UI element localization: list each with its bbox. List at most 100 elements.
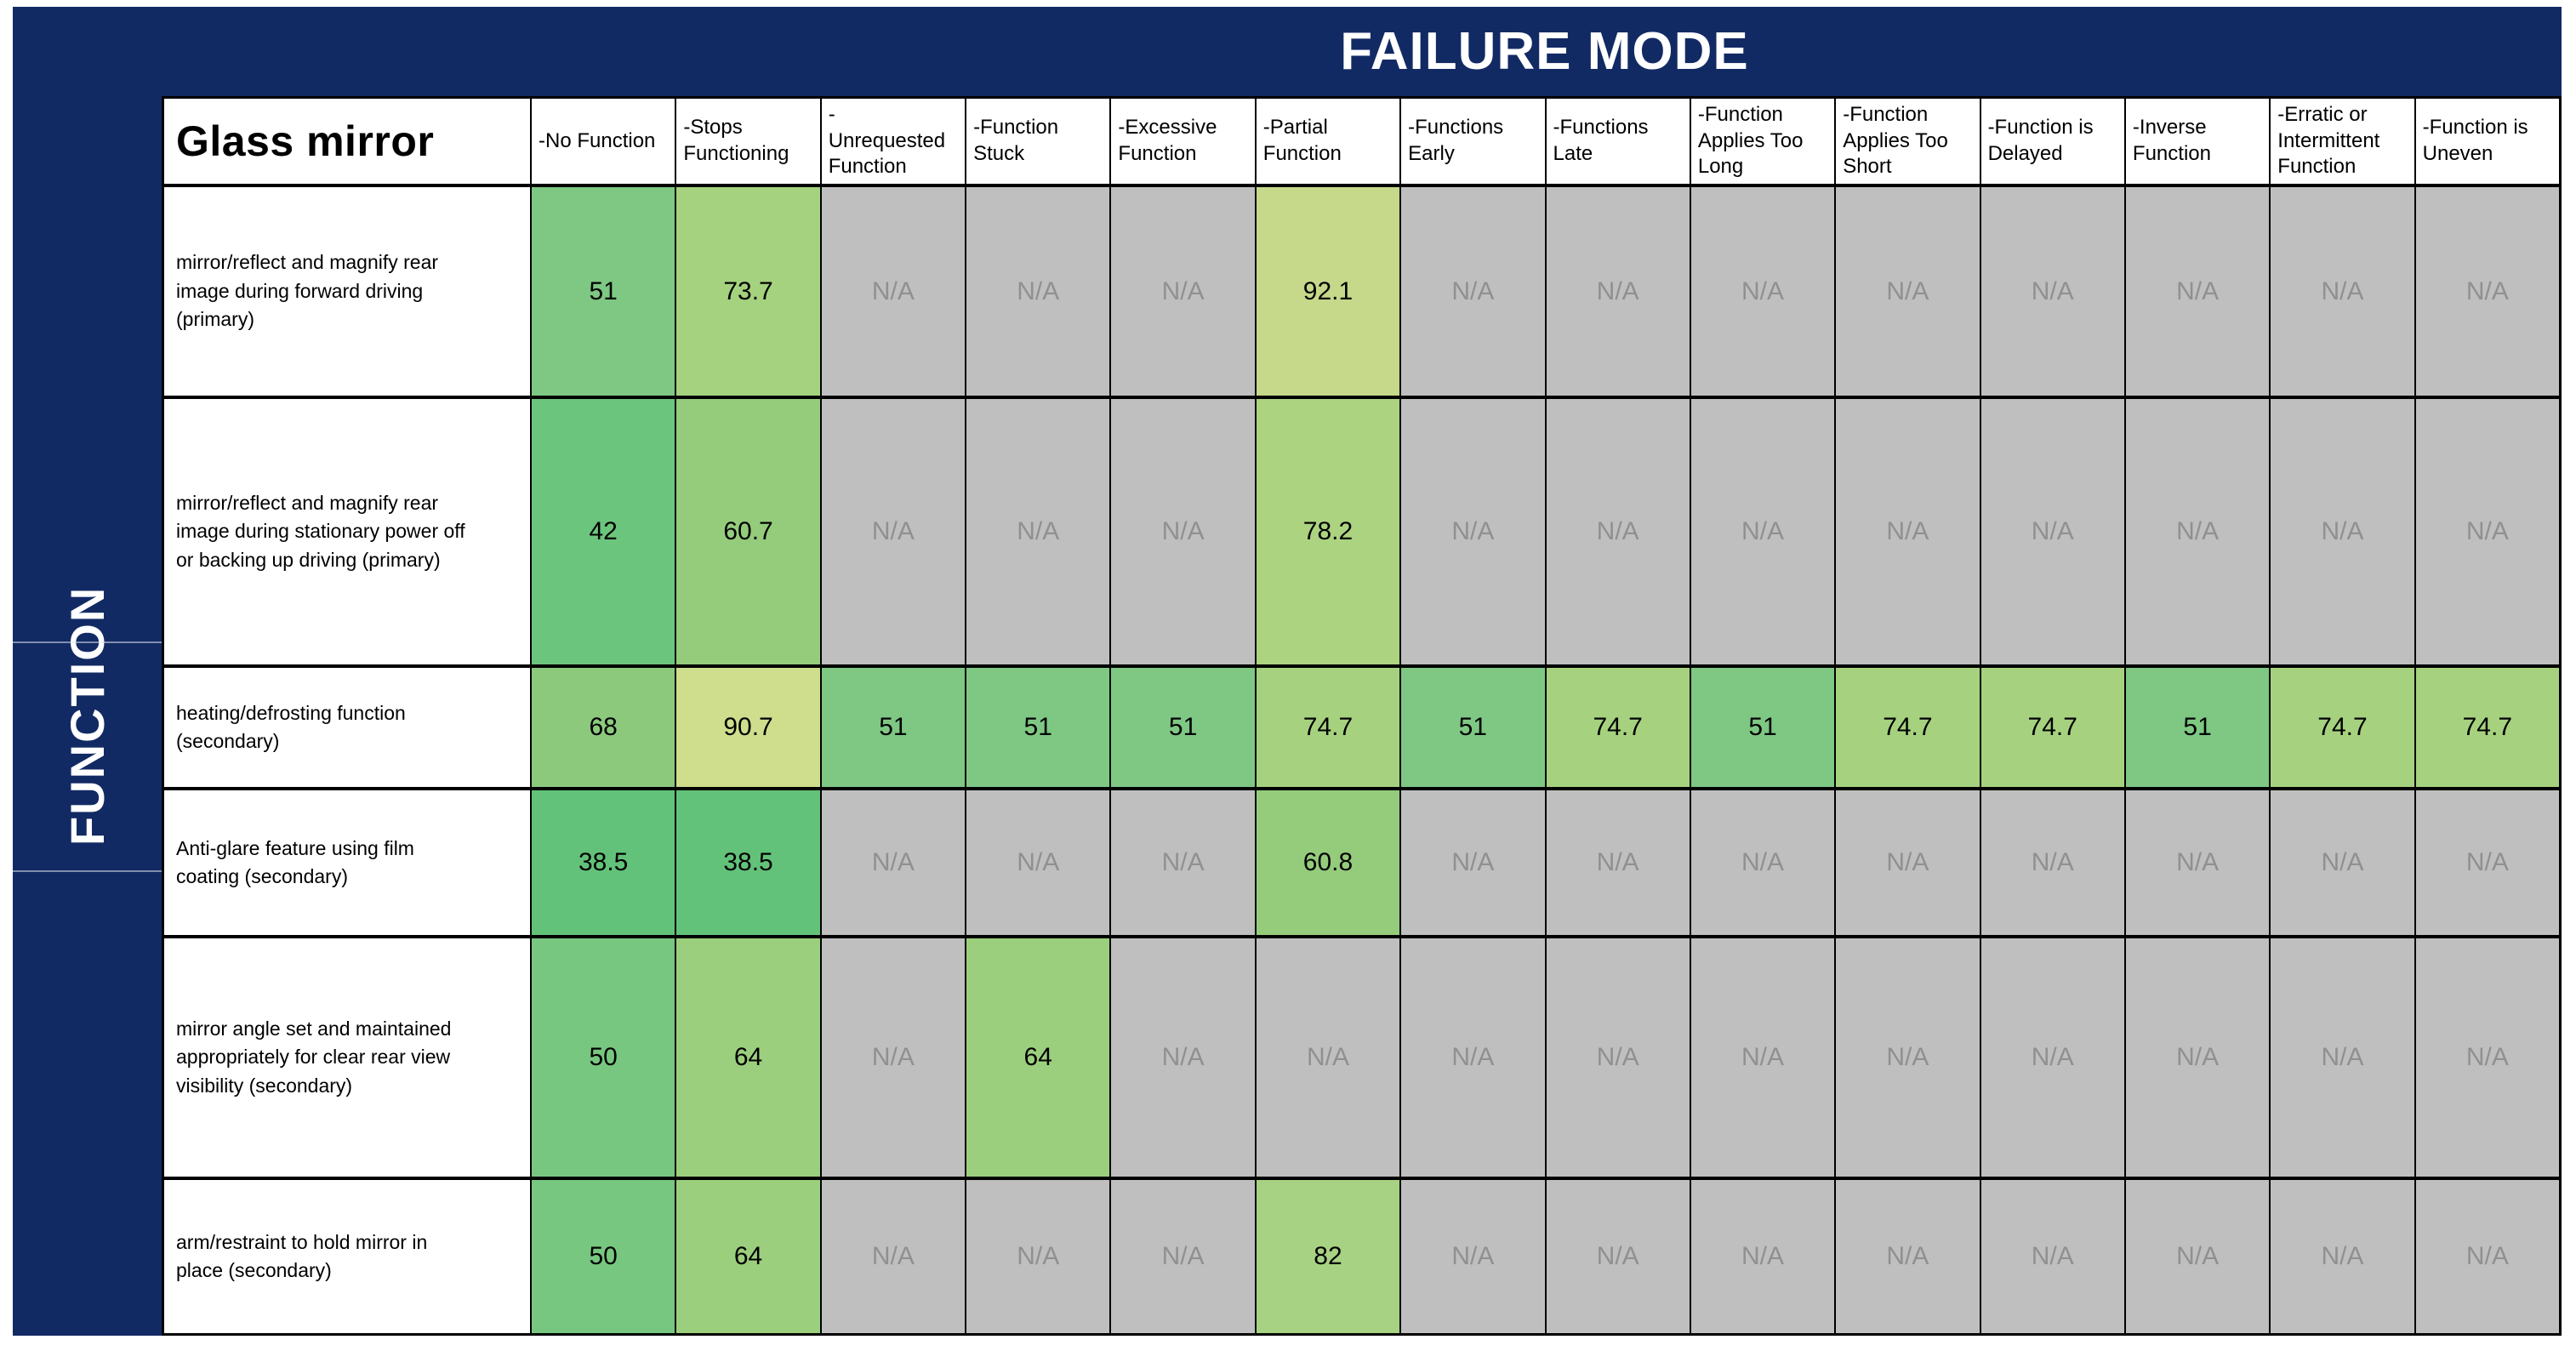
matrix-cell-na: N/A <box>821 938 966 1177</box>
failure-mode-header: -Functions Late <box>1546 99 1690 184</box>
matrix-cell-na: N/A <box>2415 187 2559 396</box>
matrix-cell-na: N/A <box>1111 938 1255 1177</box>
matrix-cell-na: N/A <box>1546 790 1690 935</box>
band-divider <box>13 641 162 643</box>
matrix-cell-na: N/A <box>2271 399 2414 664</box>
matrix-cell-na: N/A <box>1546 938 1690 1177</box>
matrix-cell-value: 74.7 <box>2271 668 2414 787</box>
matrix-cell-value: 74.7 <box>1546 668 1690 787</box>
matrix-cell-na: N/A <box>2125 938 2270 1177</box>
matrix-cell-value: 60.7 <box>676 399 820 664</box>
matrix-cell-na: N/A <box>2125 790 2270 935</box>
matrix-cell-na: N/A <box>1980 399 2124 664</box>
band-divider <box>13 870 162 872</box>
matrix-cell-na: N/A <box>1111 399 1255 664</box>
matrix-cell-value: 64 <box>676 938 820 1177</box>
matrix-cell-na: N/A <box>2125 399 2270 664</box>
matrix-cell-na: N/A <box>1690 399 1835 664</box>
matrix-cell-na: N/A <box>1690 938 1835 1177</box>
matrix-cell-na: N/A <box>2415 399 2559 664</box>
matrix-cell-na: N/A <box>1401 1180 1545 1333</box>
component-title: Glass mirror <box>164 99 530 184</box>
failure-mode-header: -Function is Delayed <box>1980 99 2124 184</box>
matrix-cell-value: 50 <box>532 1180 675 1333</box>
matrix-cell-na: N/A <box>2125 1180 2270 1333</box>
matrix-cell-value: 78.2 <box>1256 399 1400 664</box>
matrix-cell-na: N/A <box>1401 790 1545 935</box>
matrix-cell-na: N/A <box>1546 399 1690 664</box>
matrix-cell-value: 74.7 <box>1836 668 1980 787</box>
failure-mode-header: -Partial Function <box>1256 99 1400 184</box>
matrix-cell-value: 92.1 <box>1256 187 1400 396</box>
matrix-cell-value: 74.7 <box>1980 668 2124 787</box>
matrix-cell-na: N/A <box>2271 187 2414 396</box>
matrix-cell-value: 51 <box>2125 668 2270 787</box>
failure-mode-header: - Unrequested Function <box>821 99 966 184</box>
matrix-cell-na: N/A <box>1980 938 2124 1177</box>
matrix-cell-na: N/A <box>1836 1180 1980 1333</box>
failure-mode-header: -Excessive Function <box>1111 99 1255 184</box>
function-cell: heating/defrosting function (secondary) <box>164 668 530 787</box>
matrix-cell-value: 82 <box>1256 1180 1400 1333</box>
matrix-cell-na: N/A <box>1836 790 1980 935</box>
matrix-cell-na: N/A <box>2415 790 2559 935</box>
failure-mode-band <box>13 7 2562 96</box>
matrix-cell-value: 51 <box>1401 668 1545 787</box>
failure-mode-title: FAILURE MODE <box>1340 22 1749 81</box>
matrix-cell-value: 38.5 <box>532 790 675 935</box>
matrix-cell-na: N/A <box>1836 938 1980 1177</box>
matrix-cell-na: N/A <box>2271 1180 2414 1333</box>
failure-mode-header: -Functions Early <box>1401 99 1545 184</box>
matrix-cell-value: 51 <box>1690 668 1835 787</box>
matrix-cell-value: 73.7 <box>676 187 820 396</box>
fmea-matrix-table: Glass mirror -No Function -Stops Functioni… <box>162 96 2562 1336</box>
failure-mode-header: -Function is Uneven <box>2415 99 2559 184</box>
matrix-cell-na: N/A <box>821 399 966 664</box>
matrix-cell-na: N/A <box>1111 790 1255 935</box>
matrix-cell-na: N/A <box>1836 399 1980 664</box>
failure-mode-header: -Function Stuck <box>966 99 1110 184</box>
matrix-cell-value: 51 <box>1111 668 1255 787</box>
matrix-cell-na: N/A <box>1836 187 1980 396</box>
matrix-cell-na: N/A <box>1401 187 1545 396</box>
matrix-cell-value: 50 <box>532 938 675 1177</box>
function-cell: Anti-glare feature using film coating (s… <box>164 790 530 935</box>
matrix-cell-value: 90.7 <box>676 668 820 787</box>
matrix-cell-value: 68 <box>532 668 675 787</box>
matrix-cell-na: N/A <box>1401 938 1545 1177</box>
matrix-cell-na: N/A <box>1111 187 1255 396</box>
matrix-cell-value: 51 <box>966 668 1110 787</box>
matrix-cell-na: N/A <box>821 1180 966 1333</box>
matrix-cell-value: 64 <box>966 938 1110 1177</box>
matrix-cell-na: N/A <box>1690 1180 1835 1333</box>
matrix-cell-value: 51 <box>821 668 966 787</box>
matrix-cell-na: N/A <box>1980 187 2124 396</box>
matrix-cell-na: N/A <box>1980 1180 2124 1333</box>
matrix-cell-na: N/A <box>1980 790 2124 935</box>
matrix-cell-na: N/A <box>1546 1180 1690 1333</box>
matrix-cell-value: 51 <box>532 187 675 396</box>
matrix-cell-na: N/A <box>966 399 1110 664</box>
function-band <box>13 7 162 1336</box>
matrix-cell-na: N/A <box>821 790 966 935</box>
failure-mode-header: -No Function <box>532 99 675 184</box>
matrix-cell-na: N/A <box>1111 1180 1255 1333</box>
matrix-cell-na: N/A <box>1401 399 1545 664</box>
matrix-cell-value: 60.8 <box>1256 790 1400 935</box>
function-cell: mirror angle set and maintained appropri… <box>164 938 530 1177</box>
matrix-cell-na: N/A <box>1690 790 1835 935</box>
failure-mode-header: -Function Applies Too Long <box>1690 99 1835 184</box>
matrix-cell-na: N/A <box>2415 1180 2559 1333</box>
matrix-cell-na: N/A <box>966 187 1110 396</box>
matrix-cell-na: N/A <box>1546 187 1690 396</box>
function-cell: mirror/reflect and magnify rear image du… <box>164 187 530 396</box>
function-axis-title: FUNCTION <box>60 585 114 847</box>
failure-mode-header: -Stops Functioning <box>676 99 820 184</box>
function-cell: mirror/reflect and magnify rear image du… <box>164 399 530 664</box>
failure-mode-header: -Erratic or Intermittent Function <box>2271 99 2414 184</box>
matrix-cell-na: N/A <box>2415 938 2559 1177</box>
matrix-cell-na: N/A <box>1256 938 1400 1177</box>
matrix-cell-value: 38.5 <box>676 790 820 935</box>
matrix-cell-na: N/A <box>1690 187 1835 396</box>
function-cell: arm/restraint to hold mirror in place (s… <box>164 1180 530 1333</box>
